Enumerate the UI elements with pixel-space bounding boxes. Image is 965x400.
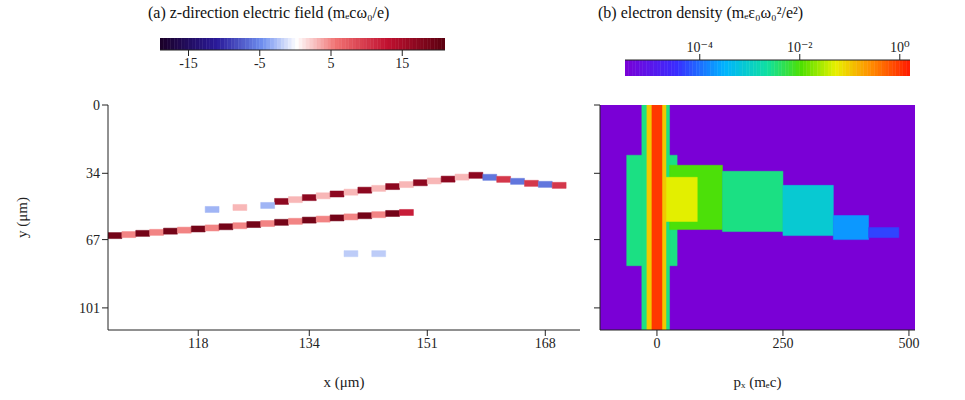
svg-text:151: 151 xyxy=(417,336,438,351)
svg-text:-15: -15 xyxy=(179,56,198,71)
html-text:(b) electron density (mₑε₀ω₀²/: (b) electron density (mₑε₀ω₀²/e²) xyxy=(598,4,804,21)
svg-text:0: 0 xyxy=(93,98,100,113)
html-text:(a) z-direction electric field: (a) z-direction electric field (mₑcω₀/e) xyxy=(148,4,390,21)
svg-text:10⁻⁴: 10⁻⁴ xyxy=(687,40,713,55)
svg-text:500: 500 xyxy=(898,336,919,351)
svg-text:10⁻²: 10⁻² xyxy=(787,40,813,55)
svg-text:118: 118 xyxy=(188,336,208,351)
svg-text:x (μm): x (μm) xyxy=(324,374,365,391)
svg-text:250: 250 xyxy=(772,336,793,351)
svg-text:-5: -5 xyxy=(254,56,266,71)
svg-text:5: 5 xyxy=(328,56,335,71)
svg-text:y (μm): y (μm) xyxy=(14,197,31,238)
svg-text:168: 168 xyxy=(535,336,556,351)
svg-text:10⁰: 10⁰ xyxy=(890,40,910,55)
svg-text:15: 15 xyxy=(395,56,409,71)
svg-text:67: 67 xyxy=(86,233,100,248)
svg-text:pₓ (mₑc): pₓ (mₑc) xyxy=(734,374,782,391)
svg-text:134: 134 xyxy=(299,336,320,351)
svg-text:0: 0 xyxy=(653,336,660,351)
svg-text:34: 34 xyxy=(86,166,100,181)
svg-text:101: 101 xyxy=(79,301,100,316)
